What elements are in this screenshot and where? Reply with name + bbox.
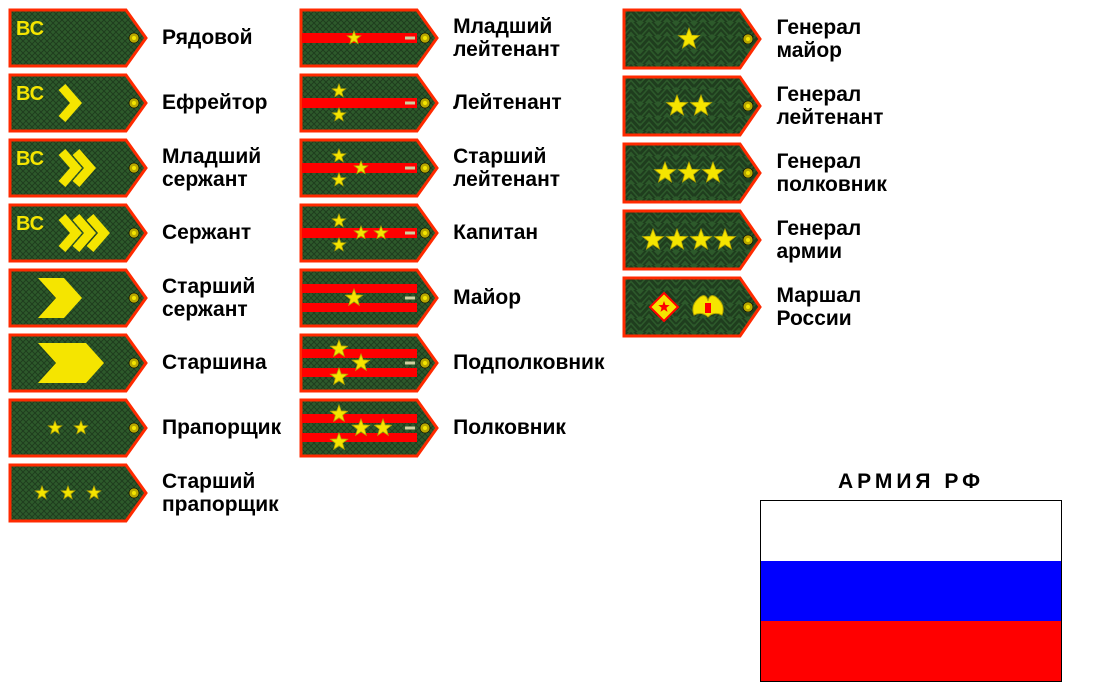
svg-text:ВС: ВС <box>16 83 44 105</box>
column-officers: Младший лейтенант Лейтенант Старший лейт… <box>299 8 604 528</box>
epaulet-icon <box>8 268 148 328</box>
rank-label: Подполковник <box>453 351 604 374</box>
rank-row: ВС Рядовой <box>8 8 281 68</box>
epaulet-icon <box>622 142 762 204</box>
rank-row: Капитан <box>299 203 604 263</box>
rank-row: Лейтенант <box>299 73 604 133</box>
rank-label: Старший лейтенант <box>453 145 560 191</box>
rank-label: Ефрейтор <box>162 91 267 114</box>
column-enlisted: ВС Рядовой ВС Ефрейтор ВС Младший сержан… <box>8 8 281 528</box>
epaulet-icon <box>299 203 439 263</box>
flag-title: АРМИЯ РФ <box>760 470 1062 494</box>
flag-block: АРМИЯ РФ <box>760 470 1062 682</box>
rank-row: Младший лейтенант <box>299 8 604 68</box>
epaulet-icon <box>622 75 762 137</box>
column-generals: Генерал майор Генерал лейтенант Генерал … <box>622 8 886 528</box>
flag-stripe <box>761 561 1061 621</box>
rank-label: Прапорщик <box>162 416 281 439</box>
rank-label: Генерал армии <box>776 217 861 263</box>
rank-row: ВС Сержант <box>8 203 281 263</box>
rank-row: Генерал майор <box>622 8 886 70</box>
epaulet-icon: ВС <box>8 8 148 68</box>
rank-label: Старшина <box>162 351 267 374</box>
epaulet-icon <box>299 398 439 458</box>
rank-row: Полковник <box>299 398 604 458</box>
epaulet-icon <box>299 333 439 393</box>
rank-row: Генерал армии <box>622 209 886 271</box>
rank-row: Генерал лейтенант <box>622 75 886 137</box>
russian-flag <box>760 500 1062 682</box>
epaulet-icon <box>622 209 762 271</box>
epaulet-icon: ВС <box>8 203 148 263</box>
rank-row: Подполковник <box>299 333 604 393</box>
rank-label: Старший сержант <box>162 275 255 321</box>
rank-row: Майор <box>299 268 604 328</box>
rank-label: Капитан <box>453 221 538 244</box>
epaulet-icon <box>8 398 148 458</box>
rank-row: ВС Младший сержант <box>8 138 281 198</box>
epaulet-icon: ВС <box>8 73 148 133</box>
rank-label: Старший прапорщик <box>162 470 279 516</box>
rank-row: ВС Ефрейтор <box>8 73 281 133</box>
rank-row: Генерал полковник <box>622 142 886 204</box>
flag-stripe <box>761 501 1061 561</box>
rank-label: Маршал России <box>776 284 861 330</box>
rank-label: Полковник <box>453 416 566 439</box>
epaulet-icon <box>8 463 148 523</box>
rank-label: Рядовой <box>162 26 253 49</box>
epaulet-icon: ВС <box>8 138 148 198</box>
flag-stripe <box>761 621 1061 681</box>
rank-label: Генерал майор <box>776 16 861 62</box>
epaulet-icon <box>622 8 762 70</box>
rank-columns: ВС Рядовой ВС Ефрейтор ВС Младший сержан… <box>8 8 1108 528</box>
rank-label: Младший сержант <box>162 145 261 191</box>
epaulet-icon <box>299 8 439 68</box>
rank-row: Старшина <box>8 333 281 393</box>
rank-row: Старший лейтенант <box>299 138 604 198</box>
rank-row: Прапорщик <box>8 398 281 458</box>
svg-text:ВС: ВС <box>16 148 44 170</box>
rank-label: Генерал лейтенант <box>776 83 883 129</box>
rank-label: Лейтенант <box>453 91 562 114</box>
rank-row: Старший сержант <box>8 268 281 328</box>
svg-text:ВС: ВС <box>16 18 44 40</box>
epaulet-icon <box>622 276 762 338</box>
epaulet-icon <box>299 73 439 133</box>
rank-row: Маршал России <box>622 276 886 338</box>
rank-label: Генерал полковник <box>776 150 886 196</box>
epaulet-icon <box>8 333 148 393</box>
rank-label: Майор <box>453 286 521 309</box>
rank-label: Младший лейтенант <box>453 15 560 61</box>
epaulet-icon <box>299 138 439 198</box>
epaulet-icon <box>299 268 439 328</box>
rank-row: Старший прапорщик <box>8 463 281 523</box>
svg-text:ВС: ВС <box>16 213 44 235</box>
rank-label: Сержант <box>162 221 251 244</box>
